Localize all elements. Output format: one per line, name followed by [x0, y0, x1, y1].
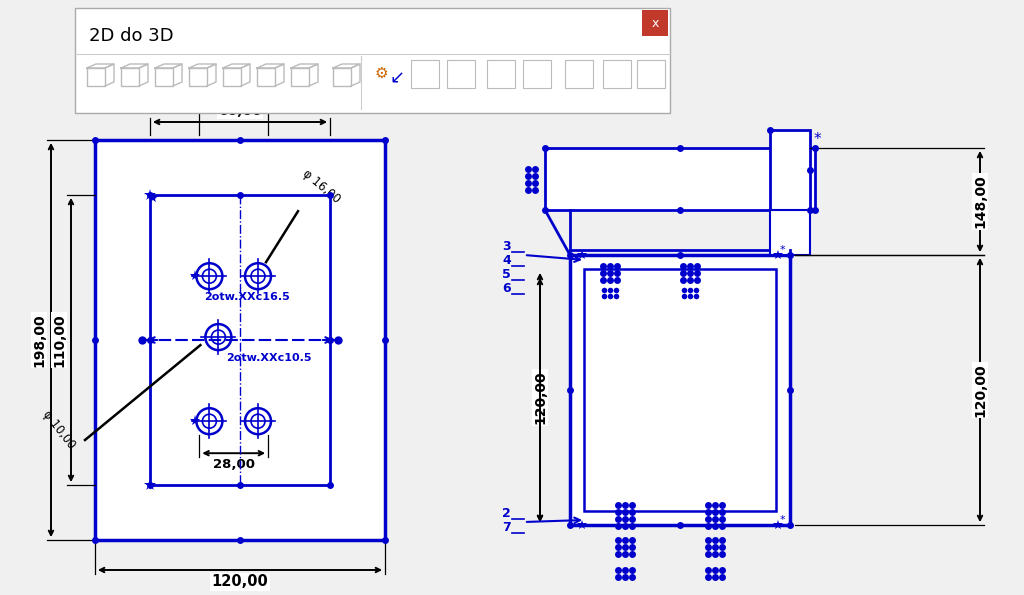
Bar	[570, 255, 790, 525]
Bar	[523, 60, 551, 88]
Bar	[637, 60, 665, 88]
Text: 2D do 3D: 2D do 3D	[89, 27, 174, 45]
Text: φ 10,00: φ 10,00	[40, 408, 78, 451]
Text: *: *	[814, 132, 821, 147]
Text: 120,00: 120,00	[973, 363, 987, 417]
Bar	[545, 148, 815, 210]
Text: 7: 7	[502, 521, 511, 534]
Text: 6: 6	[502, 282, 511, 295]
Text: 60,00: 60,00	[218, 104, 262, 118]
Text: 2: 2	[502, 507, 511, 520]
Text: x: x	[651, 17, 658, 30]
Bar	[770, 130, 810, 210]
Text: 198,00: 198,00	[32, 313, 46, 367]
Text: 120,00: 120,00	[212, 575, 268, 590]
Text: 28,00: 28,00	[213, 90, 255, 104]
Bar	[95, 140, 385, 540]
Text: *: *	[780, 245, 785, 255]
Bar	[447, 60, 475, 88]
Bar	[770, 210, 810, 255]
Bar	[642, 10, 668, 36]
Text: 3: 3	[502, 240, 511, 253]
Bar	[150, 195, 330, 485]
Text: 5: 5	[502, 268, 511, 281]
Text: *: *	[780, 515, 785, 525]
Bar	[75, 8, 670, 113]
Text: φ 16,00: φ 16,00	[300, 167, 343, 206]
Bar	[603, 60, 631, 88]
Bar	[487, 60, 515, 88]
Text: 28,00: 28,00	[213, 458, 255, 471]
Bar	[584, 269, 776, 511]
Text: 120,00: 120,00	[534, 371, 547, 424]
Text: ↙: ↙	[389, 70, 404, 88]
Text: 2otw.XXc16.5: 2otw.XXc16.5	[205, 292, 290, 302]
Text: ⚙: ⚙	[375, 66, 389, 81]
Text: 148,00: 148,00	[973, 174, 987, 228]
Bar	[411, 60, 439, 88]
Bar	[565, 60, 593, 88]
Text: 2otw.XXc10.5: 2otw.XXc10.5	[226, 353, 312, 363]
Text: 4: 4	[502, 254, 511, 267]
Text: 110,00: 110,00	[52, 313, 66, 367]
